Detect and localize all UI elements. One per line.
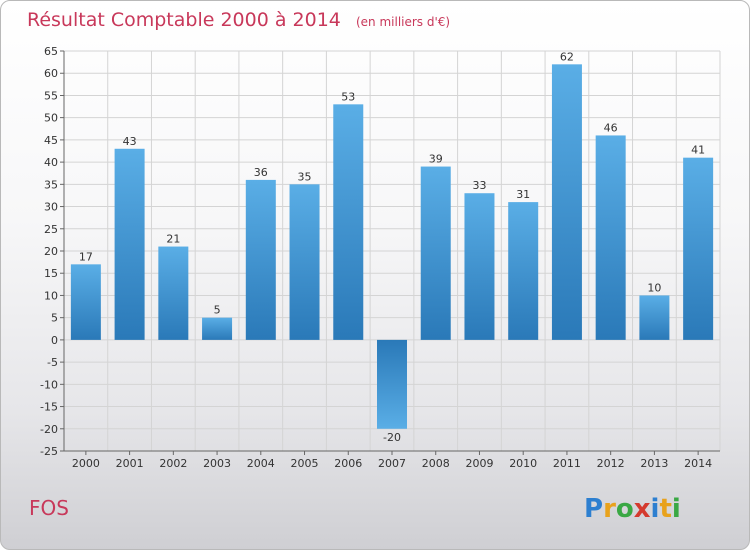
y-tick-label: 10 [44,289,58,302]
bar-2001 [114,148,145,340]
y-tick-label: 15 [44,267,58,280]
y-tick-label: 40 [44,156,58,169]
data-label-2006: 53 [341,90,355,103]
bar-2007 [377,339,407,429]
y-tick-label: 5 [51,312,58,325]
x-tick-label: 2000 [72,457,100,470]
y-tick-label: -15 [40,401,58,414]
data-label-layer: 17 43 21 5 36 35 53 -20 39 33 31 62 46 10 41 [79,50,705,443]
data-label-2002: 21 [166,233,180,246]
logo-letter: x [634,494,651,524]
x-tick-label: 2009 [465,457,493,470]
y-tick-label: 25 [44,223,58,236]
y-tick-label: -20 [40,423,58,436]
logo-letter: i [672,494,681,524]
data-label-2011: 62 [560,50,574,63]
data-label-2014: 41 [691,144,705,157]
bar-2006 [333,104,364,340]
bar-2011 [551,64,582,340]
y-tick-label: 50 [44,112,58,125]
bar-2004 [245,179,276,340]
bar-2003 [202,317,233,340]
bar-2008 [420,166,451,340]
y-tick-label: 60 [44,67,58,80]
bar-2013 [639,295,670,340]
y-tick-label: 45 [44,134,58,147]
x-tick-label: 2003 [203,457,231,470]
y-tick-label: -5 [47,356,58,369]
data-label-2001: 43 [123,135,137,148]
data-label-2013: 10 [647,281,661,294]
x-tick-label: 2014 [684,457,712,470]
y-tick-label: 20 [44,245,58,258]
x-tick-label: 2005 [291,457,319,470]
data-label-2005: 35 [298,170,312,183]
x-tick-label: 2013 [640,457,668,470]
x-tick-label: 2010 [509,457,537,470]
bar-2012 [595,135,626,340]
logo-letter: o [616,494,634,524]
bar-layer [70,64,714,429]
data-label-2010: 31 [516,188,530,201]
chart-title: Résultat Comptable 2000 à 2014 (en milli… [27,9,450,31]
proxiti-logo: Proxiti [584,494,681,524]
place-name: FOS [29,496,69,520]
bar-2010 [508,202,539,340]
x-tick-label: 2007 [378,457,406,470]
x-tick-label: 2004 [247,457,275,470]
x-tick-label: 2002 [159,457,187,470]
y-tick-label: -10 [40,378,58,391]
data-label-2003: 5 [214,304,221,317]
y-tick-label: -25 [40,445,58,458]
y-tick-label: 35 [44,178,58,191]
data-label-2012: 46 [604,121,618,134]
logo-letter: i [651,494,660,524]
bar-2002 [158,246,189,340]
data-label-2007: -20 [383,431,401,444]
bar-2000 [70,264,101,340]
data-label-2009: 33 [472,179,486,192]
bar-2009 [464,193,495,340]
bar-2014 [683,157,714,340]
x-tick-label: 2011 [553,457,581,470]
logo-letter: r [603,494,616,524]
y-tick-label: 55 [44,89,58,102]
x-tick-label: 2012 [597,457,625,470]
bar-2005 [289,184,320,340]
logo-letter: t [659,494,671,524]
logo-letter: P [584,494,603,524]
y-tick-label: 0 [51,334,58,347]
y-tick-label: 30 [44,201,58,214]
data-label-2000: 17 [79,250,93,263]
x-tick-label: 2008 [422,457,450,470]
axis-layer: -25 -20 -15 -10 -5 0 5 10 15 20 25 30 35 40 45 50 55 60 65… [40,45,720,470]
data-label-2008: 39 [429,153,443,166]
y-tick-label: 65 [44,45,58,58]
data-label-2004: 36 [254,166,268,179]
x-tick-label: 2001 [116,457,144,470]
x-tick-label: 2006 [334,457,362,470]
